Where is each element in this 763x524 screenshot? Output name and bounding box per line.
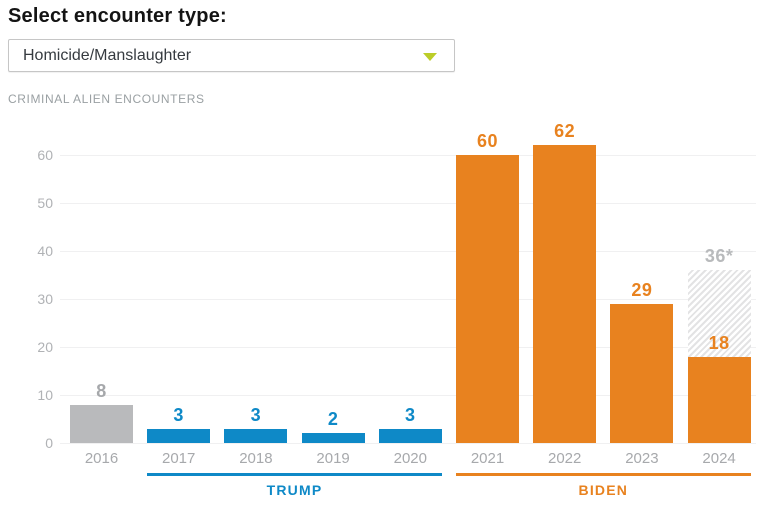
x-axis-label: 2020 [393, 450, 427, 467]
y-tick-label: 30 [37, 291, 53, 307]
gridline [60, 155, 756, 156]
gridline [60, 395, 756, 396]
bar-value-label: 3 [250, 404, 262, 425]
x-axis-label: 2021 [470, 450, 505, 467]
era-line-trump [147, 473, 442, 476]
y-tick-label: 50 [37, 195, 53, 211]
era-label-biden: BIDEN [578, 482, 629, 498]
bar-value-label: 2 [327, 409, 339, 430]
chart-title: CRIMINAL ALIEN ENCOUNTERS [8, 92, 205, 106]
gridline [60, 347, 756, 348]
y-tick-label: 60 [37, 147, 53, 163]
bar [224, 428, 288, 443]
x-axis-label: 2023 [625, 450, 659, 467]
bar-value-label: 62 [554, 121, 576, 142]
x-axis-label: 2017 [162, 450, 196, 467]
bar [147, 428, 211, 443]
chevron-down-icon [423, 53, 437, 61]
bar-value-label: 60 [476, 131, 499, 151]
bar-value-label: 3 [405, 404, 416, 425]
bar [456, 155, 519, 443]
y-tick-label: 10 [37, 387, 53, 403]
bar-value-label: 8 [96, 380, 107, 401]
bar-value-label: 18 [708, 332, 730, 353]
era-line-biden [456, 473, 751, 476]
y-tick-label: 20 [37, 339, 53, 355]
bar [533, 145, 597, 443]
encounter-type-dropdown[interactable]: Homicide/Manslaughter [8, 39, 455, 72]
x-axis-label: 2022 [548, 450, 582, 467]
bar [301, 433, 365, 443]
projected-value-label: 36* [704, 246, 734, 267]
y-tick-label: 40 [37, 243, 53, 259]
gridline [60, 299, 756, 300]
gridline [60, 251, 756, 252]
bar-value-label: 3 [173, 404, 184, 425]
bar [70, 404, 133, 443]
bar [687, 356, 751, 443]
y-tick-label: 0 [45, 435, 53, 451]
page-title: Select encounter type: [8, 5, 227, 27]
bar [610, 303, 674, 443]
bar-value-label: 29 [631, 279, 653, 300]
x-axis-label: 2019 [316, 450, 350, 467]
gridline [60, 443, 756, 444]
era-label-trump: TRUMP [266, 482, 323, 498]
x-axis-label: 2016 [84, 450, 119, 467]
x-axis-label: 2018 [239, 450, 273, 467]
dropdown-selected-value: Homicide/Manslaughter [23, 46, 192, 64]
gridline [60, 203, 756, 204]
x-axis-label: 2024 [702, 450, 736, 467]
bar [378, 428, 442, 443]
